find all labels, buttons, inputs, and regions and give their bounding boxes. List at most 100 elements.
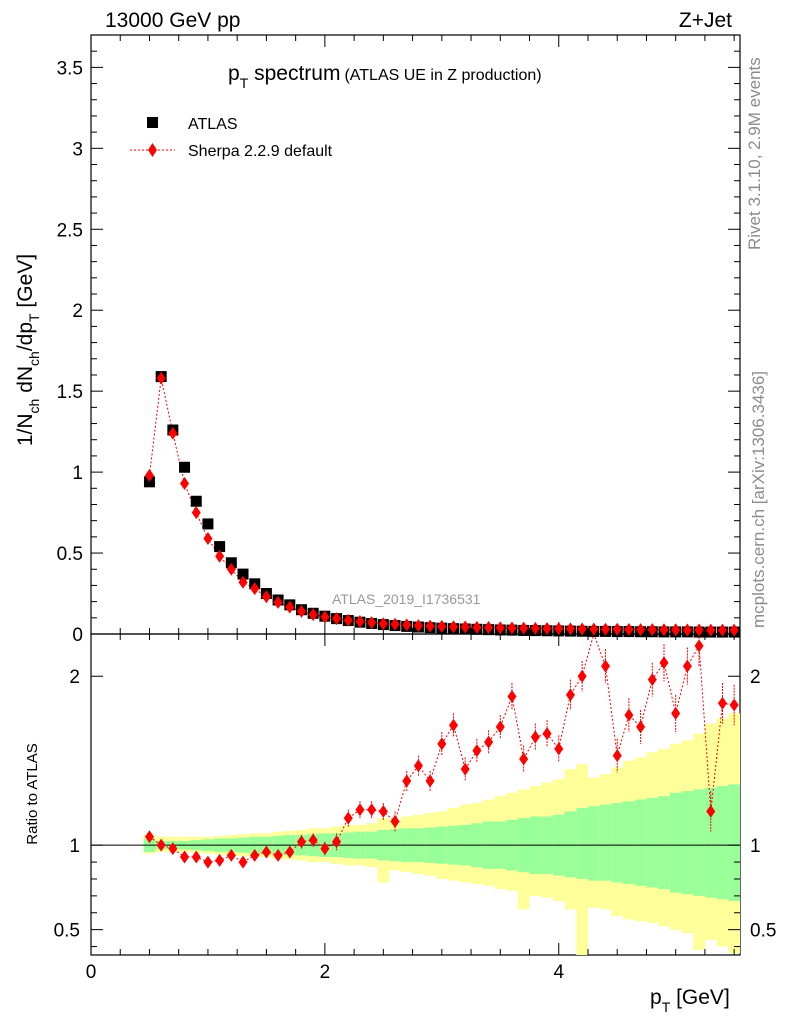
sherpa-ratio-point [565, 688, 575, 702]
sherpa-point [565, 622, 575, 636]
sherpa-point [437, 619, 447, 633]
stat-uncertainty-bin [611, 802, 624, 883]
y-tick-label-ratio-right: 0.5 [750, 921, 776, 942]
xlabel-sub: T [662, 999, 671, 1015]
sherpa-point [413, 619, 423, 633]
sherpa-point [425, 619, 435, 633]
sherpa-point [226, 562, 236, 576]
sherpa-point [320, 610, 330, 624]
ylabel-c: /dp [14, 322, 37, 351]
y-tick-label-top: 2 [72, 301, 83, 322]
sherpa-point [460, 620, 470, 634]
sherpa-ratio-point [285, 845, 295, 859]
x-tick-label: 4 [553, 962, 564, 983]
stat-uncertainty-bin [587, 806, 600, 881]
sherpa-point [191, 506, 201, 520]
sherpa-ratio-point [273, 848, 283, 862]
sherpa-point [717, 623, 727, 637]
ylabel-b-sub: ch [26, 351, 42, 366]
sherpa-point [694, 623, 704, 637]
sherpa-point [285, 600, 295, 614]
y-tick-label-top: 0 [72, 625, 83, 646]
y-tick-label-top: 3.5 [57, 58, 83, 79]
y-tick-label-top: 1.5 [57, 382, 83, 403]
sherpa-ratio-point [682, 659, 692, 673]
stat-uncertainty-bin [623, 801, 635, 885]
legend-sherpa-label: Sherpa 2.2.9 default [188, 143, 333, 160]
sherpa-point [215, 549, 225, 563]
sherpa-ratio-point [226, 848, 236, 862]
sherpa-ratio-point [577, 669, 587, 683]
sherpa-point [659, 623, 669, 637]
sherpa-point [168, 426, 178, 440]
ylabel-a-sub: ch [26, 399, 42, 414]
sherpa-point [378, 617, 388, 631]
sherpa-ratio-point [612, 749, 622, 763]
stat-uncertainty-bin [634, 799, 647, 886]
sherpa-point [238, 575, 248, 589]
sherpa-ratio-point [191, 850, 201, 864]
sherpa-point [261, 590, 271, 604]
sherpa-point [402, 618, 412, 632]
xlabel-rest: [GeV] [670, 986, 730, 1009]
sherpa-point [706, 623, 716, 637]
sherpa-point [308, 608, 318, 622]
sherpa-ratio-point [495, 720, 505, 734]
legend-sherpa-marker [148, 143, 157, 157]
plot-title-note: (ATLAS UE in Z production) [344, 67, 541, 84]
sherpa-ratio-point [332, 835, 342, 849]
y-axis-title-ratio: Ratio to ATLAS [24, 743, 41, 844]
sherpa-ratio-point [601, 659, 611, 673]
sherpa-point [682, 623, 692, 637]
sherpa-point [647, 623, 657, 637]
sherpa-ratio-point [647, 673, 657, 687]
sherpa-ratio-point [636, 720, 646, 734]
sherpa-point [519, 621, 529, 635]
sherpa-point [507, 621, 517, 635]
atlas-point [237, 568, 249, 580]
sherpa-ratio-point [624, 708, 634, 722]
sherpa-ratio-point [554, 742, 564, 756]
legend-atlas-marker [147, 117, 158, 128]
stat-uncertainty-bin [658, 796, 670, 890]
ylabel-a: 1/N [14, 413, 37, 446]
y-tick-label-ratio: 2 [69, 667, 80, 688]
y-tick-label-top: 3 [72, 139, 83, 160]
ylabel-b: dN [14, 366, 37, 399]
sherpa-point [367, 616, 377, 630]
analysis-watermark: ATLAS_2019_I1736531 [332, 591, 481, 607]
sherpa-point [636, 623, 646, 637]
sherpa-ratio-point [460, 762, 470, 776]
sherpa-point [554, 622, 564, 636]
stat-uncertainty-bin [728, 784, 740, 901]
sherpa-ratio-point [472, 744, 482, 758]
x-tick-label: 0 [86, 962, 97, 983]
sherpa-ratio-point [542, 727, 552, 741]
sherpa-ratio-point [180, 850, 190, 864]
stat-uncertainty-bin [693, 789, 705, 896]
sherpa-point [343, 613, 353, 627]
sherpa-ratio-point [659, 656, 669, 670]
sherpa-point [542, 621, 552, 635]
sherpa-ratio-point [250, 848, 260, 862]
atlas-point [179, 461, 191, 473]
stat-uncertainty-bin [669, 792, 682, 893]
sherpa-point [530, 621, 540, 635]
sherpa-ratio-point [402, 774, 412, 788]
sherpa-point [449, 620, 459, 634]
sherpa-point [624, 622, 634, 636]
plot-title-rest: spectrum [248, 62, 340, 85]
sherpa-point [577, 622, 587, 636]
ylabel-c-sub: T [26, 313, 42, 322]
sherpa-ratio-point [308, 833, 318, 847]
legend-atlas-label: ATLAS [188, 116, 238, 133]
sherpa-ratio-point [530, 730, 540, 744]
sherpa-point [390, 617, 400, 631]
atlas-point [214, 541, 226, 553]
sherpa-ratio-point [729, 698, 739, 712]
sherpa-ratio-point [367, 803, 377, 817]
sherpa-ratio-point [449, 718, 459, 732]
sherpa-point [612, 622, 622, 636]
collision-label: 13000 GeV pp [105, 9, 240, 32]
